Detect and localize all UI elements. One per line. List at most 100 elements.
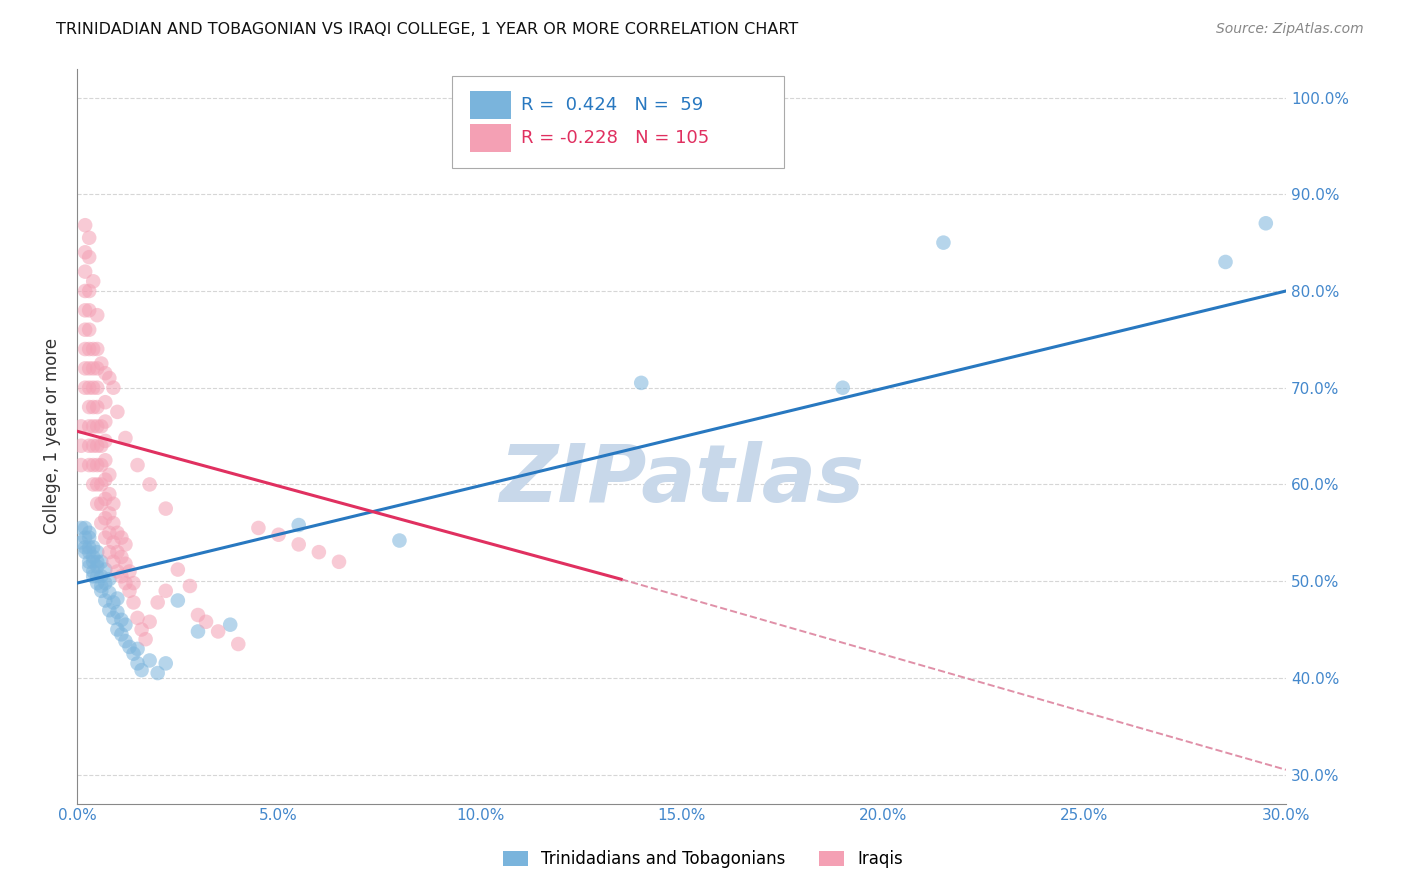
Point [86, 419, 108, 434]
Point [166, 593, 188, 607]
Point [90, 477, 112, 491]
Point [90, 579, 112, 593]
Point [114, 537, 136, 551]
Point [77, 361, 100, 376]
Point [77, 231, 100, 245]
Point [86, 477, 108, 491]
Point [328, 555, 350, 569]
Point [75, 218, 97, 232]
Point [90, 555, 112, 569]
Point [90, 516, 112, 530]
Point [131, 663, 153, 677]
Point [166, 563, 188, 577]
Point [105, 605, 128, 619]
Point [114, 576, 136, 591]
Legend: Trinidadians and Tobagonians, Iraqis: Trinidadians and Tobagonians, Iraqis [496, 844, 910, 875]
Point [86, 555, 108, 569]
Point [86, 458, 108, 472]
Point [127, 611, 149, 625]
Point [110, 613, 132, 627]
Point [105, 623, 128, 637]
Point [90, 458, 112, 472]
Point [105, 565, 128, 579]
Point [94, 395, 117, 409]
Point [70, 419, 93, 434]
Point [110, 531, 132, 545]
Point [103, 497, 125, 511]
Point [86, 545, 108, 559]
Point [103, 516, 125, 530]
Point [82, 458, 104, 472]
Point [103, 595, 125, 609]
Point [77, 400, 100, 414]
Point [308, 545, 330, 559]
Point [932, 235, 955, 250]
Point [187, 607, 209, 622]
Point [187, 624, 209, 639]
Point [75, 284, 97, 298]
Point [1254, 216, 1277, 230]
Point [82, 549, 104, 564]
Point [98, 507, 121, 521]
Point [127, 641, 149, 656]
Point [287, 537, 309, 551]
Point [90, 439, 112, 453]
Point [388, 533, 411, 548]
Point [114, 634, 136, 648]
Point [103, 381, 125, 395]
Point [219, 617, 242, 632]
Point [86, 439, 108, 453]
Point [75, 361, 97, 376]
Point [82, 555, 104, 569]
Point [90, 583, 112, 598]
FancyBboxPatch shape [470, 124, 510, 153]
Point [146, 595, 169, 609]
Point [103, 535, 125, 549]
Point [82, 400, 104, 414]
Point [77, 555, 100, 569]
FancyBboxPatch shape [470, 91, 510, 120]
Text: R =  0.424   N =  59: R = 0.424 N = 59 [520, 96, 703, 114]
Point [155, 583, 177, 598]
Point [82, 439, 104, 453]
Point [77, 323, 100, 337]
Point [94, 453, 117, 467]
Point [110, 627, 132, 641]
Point [630, 376, 652, 390]
Point [86, 361, 108, 376]
Point [82, 342, 104, 356]
Point [122, 576, 145, 591]
Point [82, 541, 104, 555]
Point [75, 381, 97, 395]
Point [98, 467, 121, 482]
FancyBboxPatch shape [451, 76, 785, 168]
Point [75, 531, 97, 545]
Point [82, 361, 104, 376]
Point [70, 535, 93, 549]
Point [207, 624, 229, 639]
Point [135, 632, 157, 647]
Point [82, 477, 104, 491]
Point [86, 559, 108, 574]
Point [287, 518, 309, 533]
Point [75, 323, 97, 337]
Point [94, 511, 117, 525]
Point [75, 545, 97, 559]
Point [70, 439, 93, 453]
Point [86, 400, 108, 414]
Point [98, 545, 121, 559]
Y-axis label: College, 1 year or more: College, 1 year or more [44, 338, 60, 534]
Point [110, 569, 132, 583]
Point [94, 576, 117, 591]
Point [77, 559, 100, 574]
Point [77, 342, 100, 356]
Text: Source: ZipAtlas.com: Source: ZipAtlas.com [1216, 22, 1364, 37]
Point [77, 284, 100, 298]
Point [86, 497, 108, 511]
Point [138, 653, 160, 667]
Point [75, 245, 97, 260]
Point [103, 611, 125, 625]
Point [70, 458, 93, 472]
Text: TRINIDADIAN AND TOBAGONIAN VS IRAQI COLLEGE, 1 YEAR OR MORE CORRELATION CHART: TRINIDADIAN AND TOBAGONIAN VS IRAQI COLL… [56, 22, 799, 37]
Point [77, 458, 100, 472]
